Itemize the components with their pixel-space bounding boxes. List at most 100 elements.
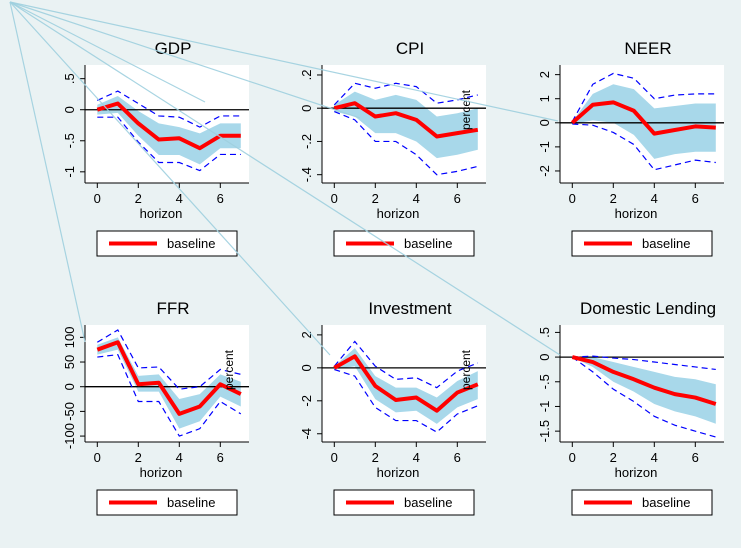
x-tick-label: 0 [331,450,338,465]
x-axis-title: horizon [377,465,420,480]
series-line-baseline [570,100,716,136]
overlay-line [9,1,561,356]
panel-investment: 2 0 -2 -4 0 2 4 6 horizon Investment percent baseli… [299,299,486,516]
y-tick-label: -2 [299,395,314,407]
x-tick-label: 0 [94,450,101,465]
x-axis-title: horizon [615,206,658,221]
panel-ffr: 100 50 0 -50 -100 0 2 4 6 horizon FFR percent baseli… [62,299,249,516]
x-tick-label: 4 [413,191,420,206]
ci-upper-line [571,72,716,122]
y-tick-label: -4 [299,428,314,440]
y-tick-label: -1 [537,401,552,413]
ci-lower-line [334,368,479,433]
panel-domestic-lending: .5 0 -.5 -1 -1.5 0 2 4 6 horizon Domestic Lending b… [537,299,724,516]
x-tick-label: 0 [569,191,576,206]
series-line-baseline [333,101,479,139]
confidence-band [572,357,716,424]
legend-label-baseline: baseline [404,236,452,251]
y-tick-label: -.4 [299,167,314,182]
series-line-baseline [96,340,242,416]
ci-upper-line [572,355,716,371]
x-tick-label: 2 [135,191,142,206]
legend-label-baseline: baseline [404,495,452,510]
ci-lower-line [571,356,716,438]
y-tick-label: -1 [62,166,77,178]
overlay-line [9,1,86,343]
legend: baseline [571,489,713,516]
overlay-lines [9,1,561,356]
y-tick-label: -50 [62,402,77,421]
y-tick-label: 0 [62,106,77,113]
legend-label-baseline: baseline [167,236,215,251]
y-tick-label: 2 [537,71,552,78]
x-tick-label: 6 [217,191,224,206]
x-tick-label: 0 [94,191,101,206]
x-tick-label: 6 [454,450,461,465]
ci-lower-line [97,353,242,437]
x-tick-label: 2 [372,450,379,465]
overlay-line [9,1,559,122]
series-line-baseline [333,354,479,413]
x-tick-label: 0 [569,450,576,465]
panel-title: FFR [156,299,189,318]
y-tick-label: .5 [62,73,77,84]
panel-cpi: .2 0 -.2 -.4 0 2 4 6 horizon CPI percent baseline [299,39,486,257]
y-tick-label: -.5 [62,133,77,148]
x-tick-label: 0 [331,191,338,206]
legend-label-baseline: baseline [642,236,690,251]
x-tick-label: 2 [372,191,379,206]
series-line-baseline [96,101,241,151]
overlay-line [9,1,331,356]
y-axis-title: percent [459,349,473,390]
x-tick-label: 6 [692,191,699,206]
legend: baseline [96,230,238,257]
ci-upper-line [97,90,241,128]
legend-label-baseline: baseline [167,495,215,510]
x-axis-title: horizon [140,465,183,480]
x-tick-label: 2 [610,191,617,206]
y-tick-label: 0 [62,383,77,390]
legend-label-baseline: baseline [642,495,690,510]
y-tick-label: 50 [62,355,77,369]
y-tick-label: 2 [299,331,314,338]
ci-upper-line [333,82,478,106]
y-tick-label: -.2 [299,134,314,149]
panel-gdp: .5 0 -.5 -1 0 2 4 6 horizon GDP baseline [62,39,249,257]
x-axis-title: horizon [140,206,183,221]
overlay-line [9,1,361,119]
y-tick-label: -1.5 [537,420,552,442]
confidence-band [97,337,241,429]
y-axis-title: percent [459,89,473,130]
y-tick-label: -.5 [537,374,552,389]
legend: baseline [96,489,238,516]
panel-title: NEER [624,39,671,58]
y-tick-label: .5 [537,327,552,338]
ci-lower-line [572,123,716,171]
y-axis-title: percent [222,349,236,390]
y-tick-label: -2 [537,165,552,177]
series-line-baseline [571,355,717,406]
x-tick-label: 4 [176,191,183,206]
y-tick-label: .2 [299,70,314,81]
x-tick-label: 4 [413,450,420,465]
y-tick-label: -1 [537,141,552,153]
x-tick-label: 4 [176,450,183,465]
overlay-line [9,1,206,103]
ci-lower-line [97,116,241,172]
ci-upper-line [333,340,479,389]
ci-upper-line [96,329,241,390]
x-tick-label: 6 [217,450,224,465]
y-tick-label: -100 [62,423,77,449]
x-tick-label: 4 [651,191,658,206]
y-tick-label: 0 [299,364,314,371]
y-tick-label: 0 [537,119,552,126]
x-tick-label: 6 [692,450,699,465]
y-tick-label: 0 [537,353,552,360]
ci-lower-line [334,110,478,176]
panel-title: Domestic Lending [580,299,716,318]
x-axis-title: horizon [615,465,658,480]
x-tick-label: 2 [135,450,142,465]
x-tick-label: 2 [610,450,617,465]
